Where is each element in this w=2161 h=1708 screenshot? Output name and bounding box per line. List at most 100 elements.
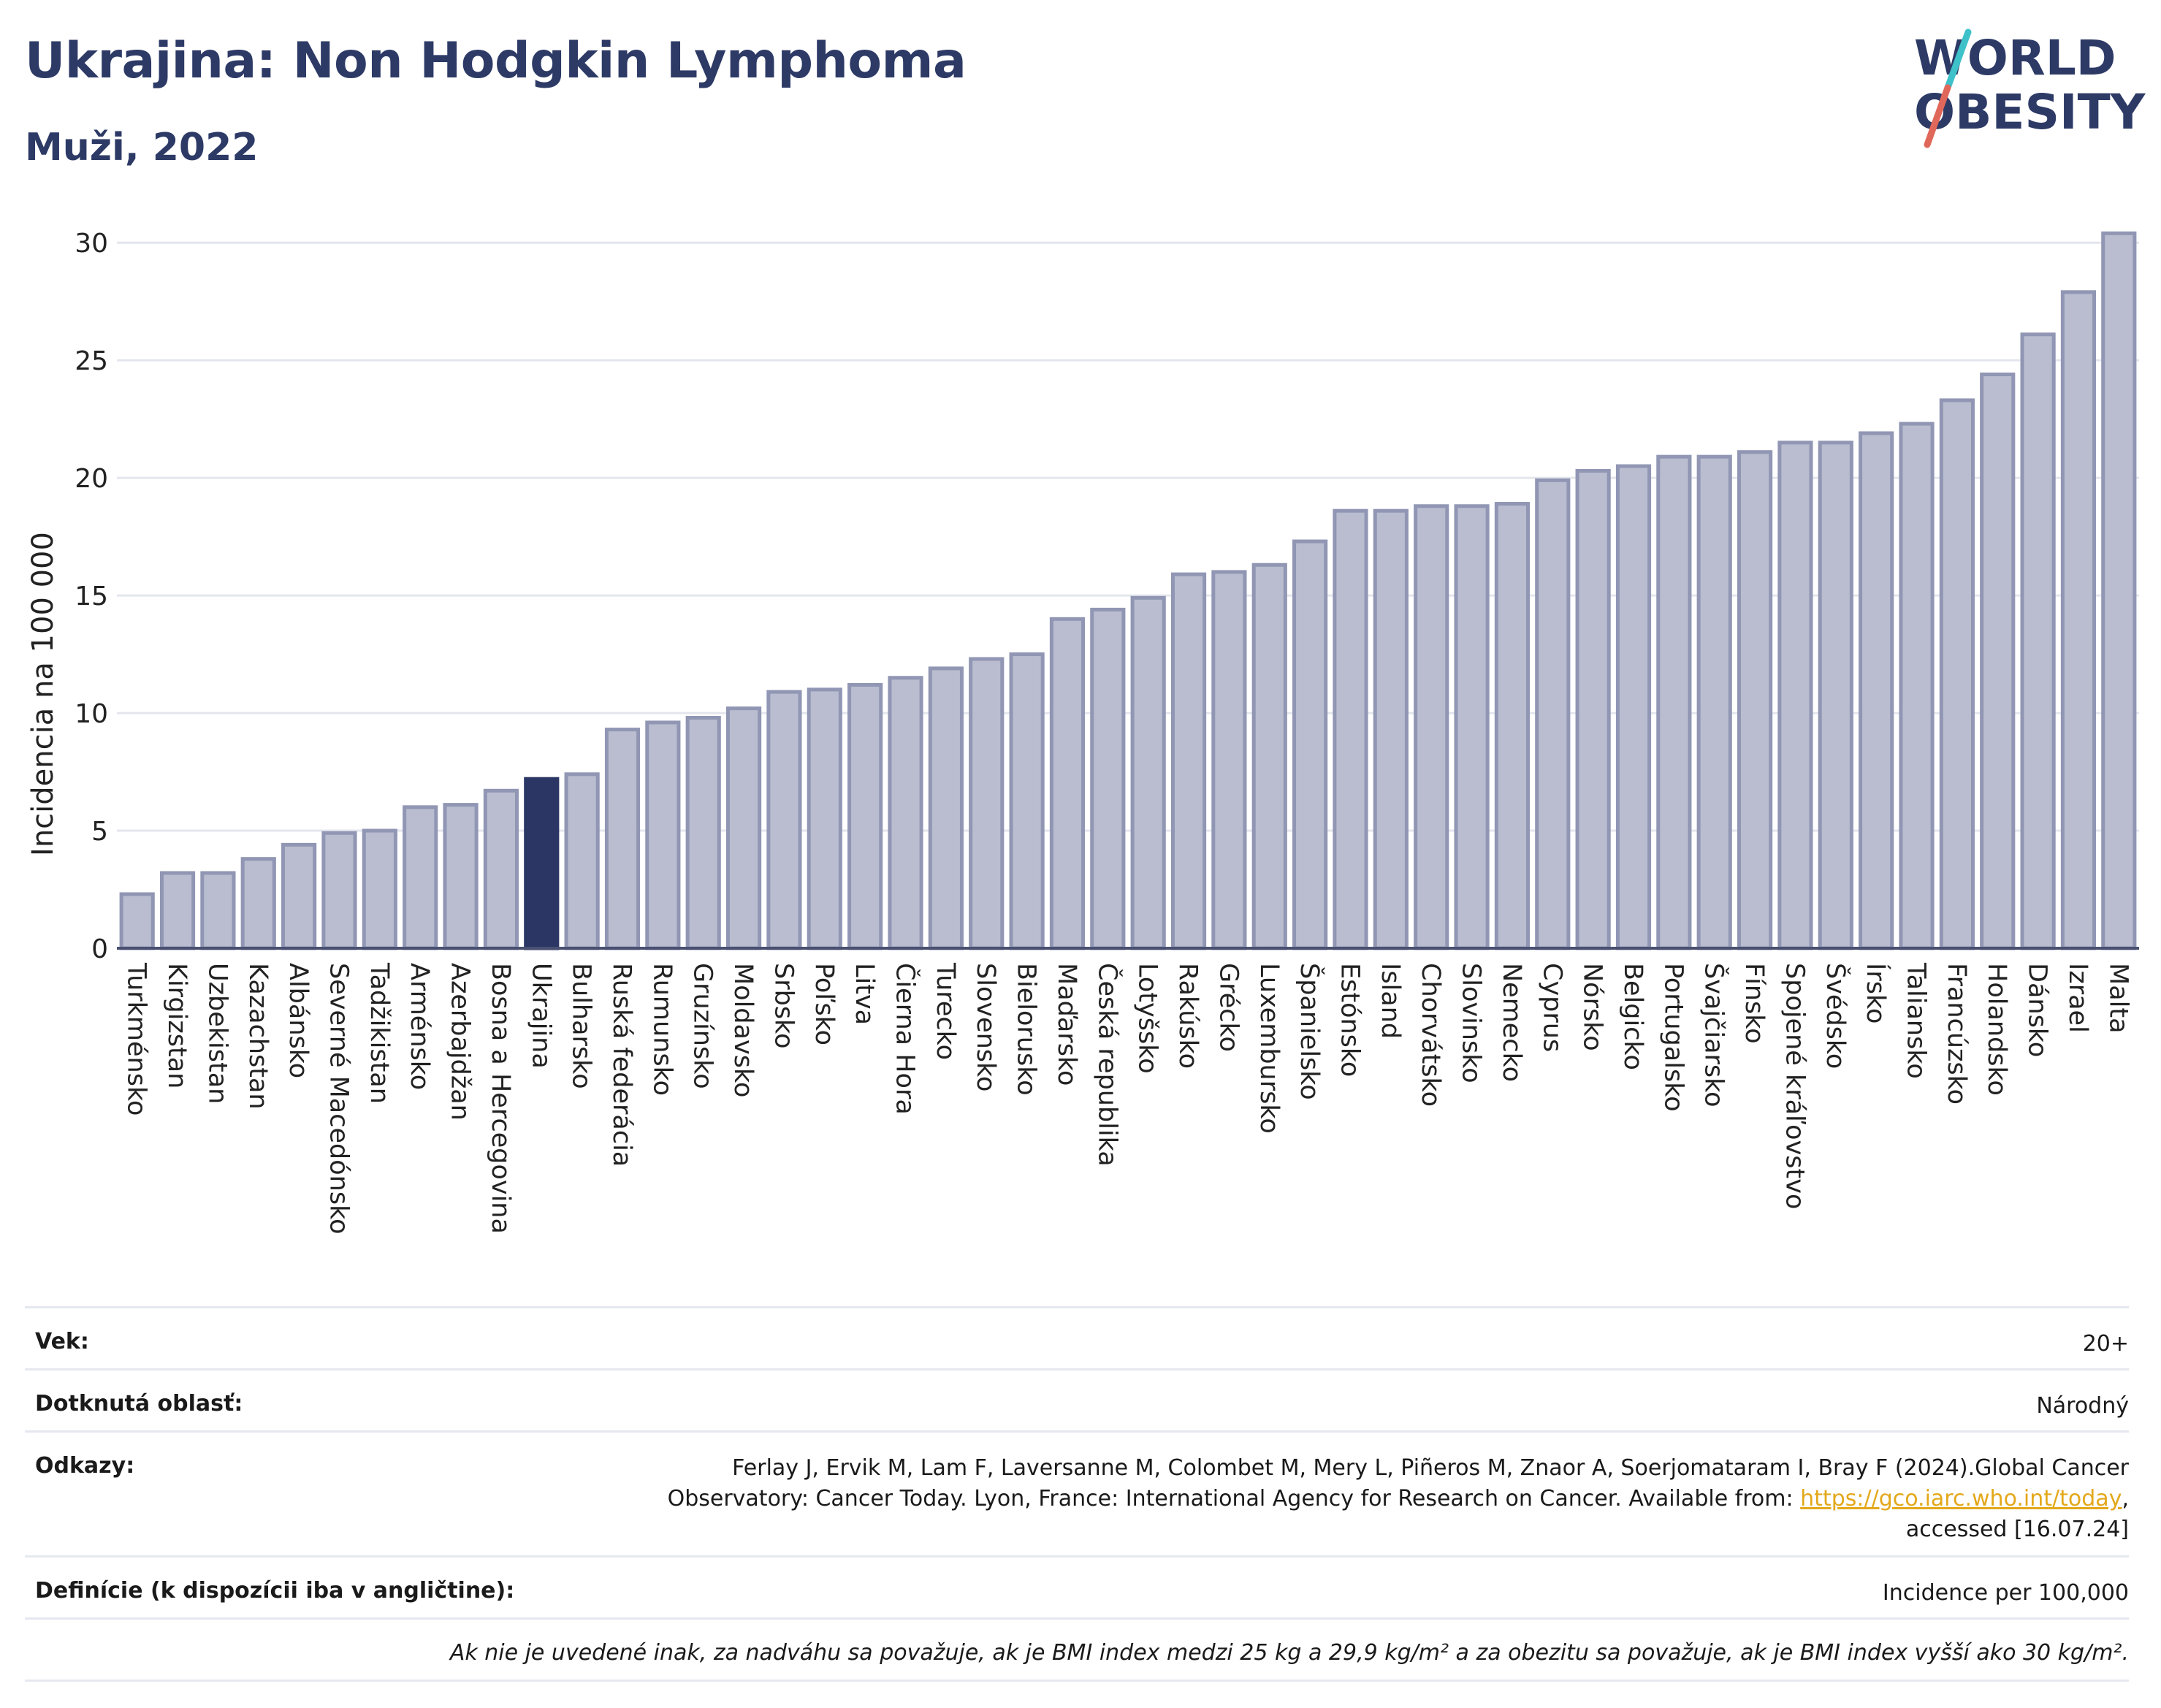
bar: [362, 828, 397, 950]
category-label: Island: [1376, 963, 1405, 1039]
references-link[interactable]: https://gco.iarc.who.int/today: [1800, 1486, 2122, 1511]
category-label: Azerbajdžan: [446, 963, 475, 1121]
bar: [159, 871, 196, 950]
bar: [1575, 468, 1611, 950]
category-label: Rakúsko: [1173, 963, 1203, 1069]
bar: [321, 831, 357, 950]
category-label: Chorvátsko: [1416, 963, 1445, 1107]
category-label: Fínsko: [1739, 963, 1769, 1044]
category-label: Albánsko: [283, 963, 313, 1078]
bar: [564, 772, 600, 950]
category-label: Estónsko: [1335, 963, 1364, 1077]
category-label: Moldavsko: [728, 963, 758, 1097]
category-labels: Turkménsko Kirgizstan Uzbekistan Kazachstan…: [122, 962, 2133, 1235]
bar: [685, 716, 721, 950]
bar: [1696, 454, 1732, 950]
category-label: Nórsko: [1578, 963, 1607, 1051]
bar: [928, 666, 964, 950]
info-row-definitions: Definície (k dispozícii iba v angličtine…: [25, 1555, 2129, 1617]
category-label: Belgicko: [1618, 963, 1647, 1070]
category-label: Grécko: [1213, 963, 1243, 1052]
category-label: Bielorusko: [1012, 963, 1041, 1096]
definitions-label: Definície (k dispozícii iba v angličtine…: [35, 1578, 515, 1604]
bar: [1656, 454, 1692, 950]
bar: [847, 682, 883, 950]
bar: [969, 657, 1005, 950]
y-tick-label: 10: [75, 699, 108, 729]
bar: [1251, 563, 1287, 950]
bar: [1615, 464, 1652, 950]
category-label: Slovensko: [971, 963, 1000, 1091]
bar: [1939, 398, 1975, 950]
y-axis-title: Incidencia na 100 000: [26, 532, 60, 856]
bar: [1373, 508, 1409, 950]
category-label: Ukrajina: [526, 963, 555, 1069]
category-label: Severné Macedónsko: [324, 963, 353, 1235]
bar: [2060, 290, 2097, 950]
category-label: Uzbekistan: [202, 963, 232, 1104]
bar: [1777, 441, 1813, 950]
page-subtitle: Muži, 2022: [25, 126, 259, 169]
category-label: Spojené kráľovstvo: [1780, 963, 1809, 1209]
info-table: Vek: 20+ Dotknutá oblasť: Národný Odkazy…: [25, 1306, 2129, 1682]
bar: [1414, 504, 1449, 950]
logo-slash-top: [1944, 28, 1972, 91]
category-label: Kazachstan: [243, 963, 272, 1110]
category-label: Írsko: [1861, 963, 1891, 1023]
bars: [119, 231, 2137, 950]
bar: [200, 871, 236, 950]
category-label: Portugalsko: [1658, 963, 1688, 1112]
logo-slash-bottom: [1924, 84, 1951, 148]
bar: [403, 805, 438, 950]
category-label: Švédsko: [1821, 963, 1851, 1069]
bar: [1818, 441, 1853, 950]
category-label: Bulharsko: [567, 963, 596, 1089]
category-label: Slovinsko: [1457, 963, 1486, 1083]
bar: [1737, 450, 1773, 950]
category-label: Litva: [850, 963, 879, 1025]
bar: [645, 720, 681, 950]
references-line-2-end: ,: [2122, 1486, 2129, 1511]
category-label: Nemecko: [1497, 963, 1526, 1082]
world-obesity-logo: WORLD OBESITY: [1914, 28, 2146, 148]
y-tick-label: 25: [75, 346, 108, 376]
bar: [240, 857, 276, 950]
y-tick-label: 15: [75, 582, 108, 611]
info-row-area: Dotknutá oblasť: Národný: [25, 1368, 2129, 1430]
logo-text-obesity: OBESITY: [1914, 84, 2146, 140]
category-label: Švajčiarsko: [1699, 963, 1730, 1107]
age-value: 20+: [2082, 1331, 2129, 1357]
y-tick-label: 0: [91, 934, 108, 964]
category-label: Maďarsko: [1052, 963, 1081, 1086]
info-bottom-divider: [25, 1680, 2129, 1682]
bar: [2020, 332, 2056, 950]
bar: [1009, 652, 1045, 950]
category-label: Francúzsko: [1942, 963, 1971, 1105]
category-label: Rumunsko: [647, 963, 676, 1096]
definitions-value: Incidence per 100,000: [1882, 1580, 2129, 1606]
bar: [1899, 422, 1935, 950]
page-title: Ukrajina: Non Hodgkin Lymphoma: [25, 32, 967, 90]
bar: [1494, 502, 1531, 950]
bar: [443, 803, 479, 950]
area-value: Národný: [2036, 1393, 2129, 1419]
bar: [1333, 508, 1368, 950]
bmi-note: Ak nie je uvedené inak, za nadváhu sa po…: [449, 1640, 2129, 1666]
bar: [807, 687, 842, 950]
bar: [1535, 478, 1571, 950]
references-label: Odkazy:: [35, 1453, 135, 1479]
bar: [1130, 595, 1166, 950]
category-label: Turkménsko: [122, 962, 151, 1116]
bar: [766, 690, 802, 950]
info-row-age: Vek: 20+: [25, 1306, 2129, 1368]
category-label: Holandsko: [1982, 963, 2011, 1096]
y-tick-label: 5: [91, 817, 108, 847]
category-label: Česká republika: [1092, 963, 1123, 1167]
references-line-3: accessed [16.07.24]: [1905, 1517, 2129, 1542]
bar: [888, 676, 923, 950]
area-label: Dotknutá oblasť:: [35, 1391, 243, 1417]
category-label: Lotyšsko: [1133, 963, 1162, 1074]
bar: [281, 842, 317, 950]
bar: [1980, 372, 2016, 950]
references-value: Ferlay J, Ervik M, Lam F, Laversanne M, …: [668, 1453, 2129, 1545]
